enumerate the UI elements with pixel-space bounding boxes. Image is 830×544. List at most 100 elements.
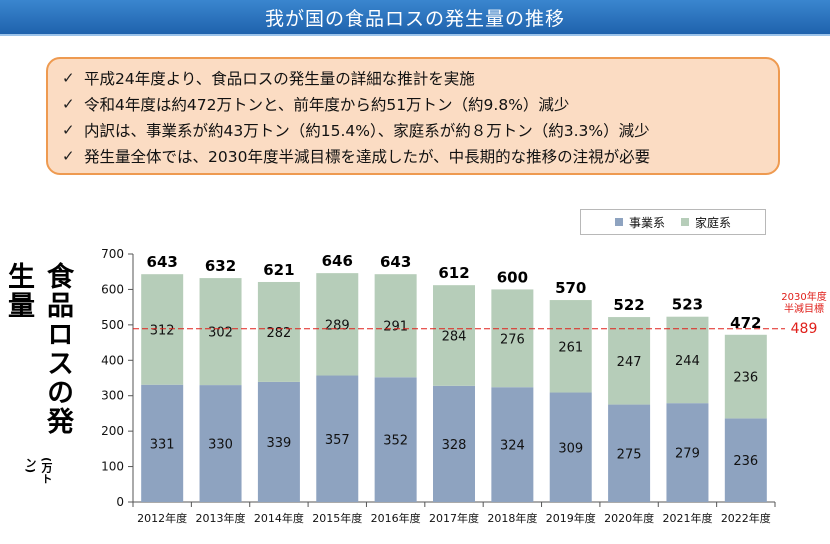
legend-swatch-business [614,218,623,226]
bar-business [608,404,651,502]
bar-household [433,285,475,386]
summary-text: 発生量全体では、2030年度半減目標を達成したが、中長期的な推移の注視が必要 [84,148,651,166]
x-tick-label: 2017年度 [429,511,479,525]
x-tick-label: 2018年度 [487,511,537,525]
data-label-household: 312 [150,323,175,338]
summary-item: ✓ 内訳は、事業系が約43万トン（約15.4%）、家庭系が約８万トン（約3.3%… [62,117,768,143]
data-label-household: 289 [325,318,350,333]
data-label-household: 244 [675,354,700,369]
summary-item: ✓ 発生量全体では、2030年度半減目標を達成したが、中長期的な推移の注視が必要 [62,143,768,169]
data-label-total: 612 [438,264,469,282]
data-label-household: 282 [266,326,291,341]
bar-household [257,281,300,382]
check-icon: ✓ [62,69,75,87]
x-tick-label: 2021年度 [662,511,712,525]
data-label-household: 236 [733,371,758,386]
summary-box: ✓ 平成24年度より、食品ロスの発生量の詳細な推計を実施 ✓ 令和4年度は約47… [46,57,780,175]
bar-household [608,317,651,405]
data-label-total: 472 [730,314,761,332]
target-label-line1: 2030年度 [781,292,827,303]
y-axis-title: 食品ロスの発生量 (万トン) [3,262,73,492]
data-label-total: 621 [263,261,294,279]
y-tick-label: 100 [101,460,124,474]
bar-business [491,387,534,502]
bar-business [666,403,709,502]
bar-business [316,375,359,502]
y-tick-label: 700 [101,247,124,261]
legend-item-business: 事業系 [614,214,665,231]
data-label-total: 600 [497,268,528,286]
data-label-business: 309 [558,441,583,456]
summary-text: 平成24年度より、食品ロスの発生量の詳細な推計を実施 [84,70,475,88]
title-bar: 我が国の食品ロスの発生量の推移 [0,0,830,36]
y-tick-label: 200 [101,424,124,438]
data-label-total: 643 [147,253,178,271]
bar-business [199,385,242,502]
bar-household [666,316,709,404]
data-label-business: 339 [266,436,291,451]
summary-text: 令和4年度は約472万トンと、前年度から約51万トン（約9.8%）減少 [84,96,570,114]
data-label-total: 643 [380,253,411,271]
y-axis-unit: (万トン) [24,456,53,484]
data-label-business: 324 [500,439,525,454]
bar-household [199,278,242,386]
data-label-household: 261 [558,340,583,355]
y-tick-label: 0 [116,495,124,509]
target-value: 489 [790,321,818,337]
data-label-business: 328 [442,438,467,453]
summary-item: ✓ 令和4年度は約472万トンと、前年度から約51万トン（約9.8%）減少 [62,91,768,117]
bar-business [141,384,184,502]
bar-household [549,300,592,393]
summary-text: 内訳は、事業系が約43万トン（約15.4%）、家庭系が約８万トン（約3.3%）減… [84,122,650,140]
x-tick-label: 2019年度 [546,511,596,525]
bar-household [724,334,767,419]
bar-business [724,418,767,502]
data-label-business: 330 [208,438,233,453]
data-label-total: 570 [555,279,586,297]
data-label-business: 275 [617,447,642,462]
data-label-household: 302 [208,326,233,341]
data-label-business: 357 [325,433,350,448]
bar-household [316,273,359,376]
check-icon: ✓ [62,95,75,113]
x-tick-label: 2020年度 [604,511,654,525]
check-icon: ✓ [62,121,75,139]
x-tick-label: 2014年度 [254,511,304,525]
data-label-household: 276 [500,332,525,347]
data-label-business: 352 [383,434,408,449]
bar-business [433,385,475,502]
data-label-business: 331 [150,437,175,452]
data-label-total: 632 [205,257,236,275]
y-tick-label: 400 [101,353,124,367]
target-label-line2: 半減目標 [784,304,824,315]
data-label-business: 279 [675,447,700,462]
bar-household [374,274,417,378]
y-tick-label: 300 [101,389,124,403]
x-tick-label: 2012年度 [137,511,187,525]
legend-item-household: 家庭系 [681,214,731,231]
legend-swatch-household [681,218,689,226]
x-tick-label: 2013年度 [196,511,246,525]
data-label-household: 284 [442,329,467,344]
y-tick-label: 500 [101,318,124,332]
bar-business [549,392,592,502]
bar-household [141,274,184,385]
check-icon: ✓ [62,147,75,165]
data-label-total: 646 [322,252,353,270]
bar-business [257,381,300,502]
data-label-household: 247 [617,355,642,370]
x-tick-label: 2016年度 [371,511,421,525]
data-label-business: 236 [733,454,758,469]
x-tick-label: 2022年度 [721,511,771,525]
data-label-total: 522 [613,296,644,314]
y-tick-label: 600 [101,282,124,296]
data-label-household: 291 [383,320,408,335]
legend-label-household: 家庭系 [695,215,732,230]
x-tick-label: 2015年度 [312,511,362,525]
y-axis-label: 食品ロスの発生量 [3,262,73,436]
chart-legend: 事業系 家庭系 [580,209,766,235]
data-label-total: 523 [672,296,703,314]
target-label: 2030年度 半減目標 [778,292,830,316]
page-title: 我が国の食品ロスの発生量の推移 [264,7,565,30]
